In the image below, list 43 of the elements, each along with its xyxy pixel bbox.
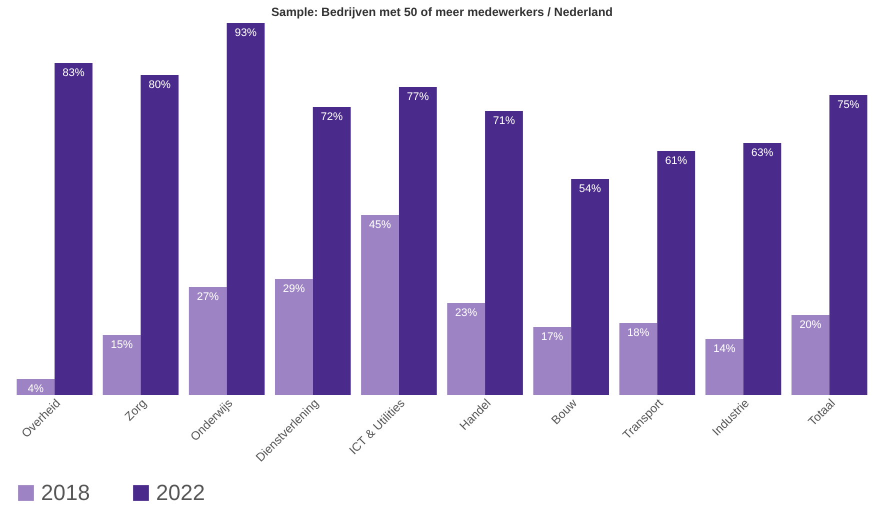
data-label: 93% — [234, 27, 257, 39]
bar — [361, 215, 399, 395]
data-label: 83% — [62, 67, 85, 79]
chart-title: Sample: Bedrijven met 50 of meer medewerkers / Nederland — [271, 5, 613, 19]
data-label: 77% — [406, 91, 430, 103]
bar — [312, 107, 351, 395]
bar — [102, 335, 141, 395]
legend-label: 2018 — [41, 480, 90, 505]
data-label: 72% — [320, 111, 344, 123]
bar — [140, 75, 179, 395]
bar — [743, 143, 782, 395]
bar — [571, 179, 610, 395]
data-label: 80% — [148, 79, 171, 91]
bar — [792, 315, 830, 395]
data-label: 29% — [282, 283, 306, 295]
data-label: 4% — [28, 383, 44, 395]
bar — [485, 111, 523, 395]
data-label: 75% — [837, 99, 860, 111]
data-label: 15% — [110, 339, 133, 351]
data-label: 20% — [799, 319, 822, 331]
data-label: 71% — [492, 115, 516, 127]
bar — [226, 23, 265, 395]
bar — [398, 87, 437, 395]
data-label: 17% — [541, 331, 564, 343]
bar — [619, 323, 658, 395]
bar — [657, 151, 696, 395]
bar — [533, 327, 572, 395]
data-label: 14% — [713, 343, 736, 355]
bar — [16, 379, 55, 395]
data-label: 63% — [751, 147, 774, 159]
data-label: 45% — [369, 219, 392, 231]
bar — [188, 287, 227, 395]
bar — [829, 95, 868, 395]
data-label: 27% — [196, 291, 220, 303]
data-label: 61% — [665, 155, 688, 167]
bar — [274, 279, 313, 395]
bar — [447, 303, 486, 395]
data-label: 54% — [579, 183, 602, 195]
legend-label: 2022 — [156, 480, 205, 505]
bar — [705, 339, 744, 395]
data-label: 23% — [455, 307, 478, 319]
bar — [54, 63, 92, 395]
data-label: 18% — [627, 327, 650, 339]
